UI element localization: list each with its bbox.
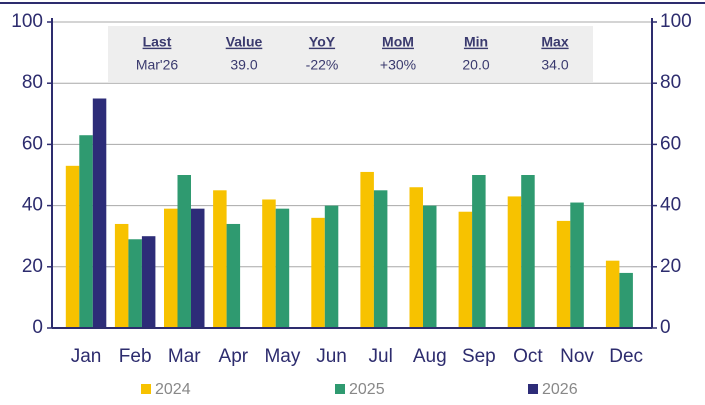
bar [65,165,80,328]
summary-header: Value [226,34,263,50]
bar [458,211,473,328]
bar [521,175,535,328]
bar [619,272,633,328]
bar [164,208,178,328]
bar [423,205,437,328]
summary-box [108,26,593,82]
bar [226,223,241,328]
summary-value: 20.0 [462,57,489,73]
y-tick-label: 60 [22,133,43,154]
summary-header: Max [541,34,568,50]
bar [570,202,584,328]
y2-tick-label: 80 [660,72,681,93]
x-tick-label: Jan [71,346,102,367]
bar [507,196,522,328]
summary-header: MoM [382,34,414,50]
bar [114,223,129,328]
x-tick-label: Dec [609,346,643,367]
legend-swatch [141,384,151,394]
bar [141,236,156,328]
x-tick-label: Mar [168,346,201,367]
summary-value: 34.0 [541,57,568,73]
x-tick-label: Sep [462,346,496,367]
bar [79,135,93,328]
bar [373,190,388,328]
x-tick-label: Apr [219,346,249,367]
legend-label: 2025 [349,381,385,398]
bar [128,239,142,328]
y2-tick-label: 60 [660,133,681,154]
bar [472,175,486,328]
legend-label: 2026 [542,381,578,398]
x-tick-label: Feb [119,346,152,367]
x-tick-label: Jul [369,346,393,367]
y-tick-label: 40 [22,195,43,216]
y2-tick-label: 20 [660,256,681,277]
bar [324,205,339,328]
y2-tick-label: 0 [660,317,671,338]
bar [92,98,107,328]
summary-header: YoY [309,34,336,50]
bar [213,190,227,328]
bar [360,171,374,328]
y-tick-label: 80 [22,72,43,93]
y-tick-label: 100 [11,11,43,32]
x-tick-label: Oct [513,346,543,367]
bar [177,175,191,328]
bar [275,208,290,328]
y2-tick-label: 100 [660,11,692,32]
bar [262,199,276,328]
summary-value: +30% [380,57,416,73]
summary-value: Mar'26 [136,57,179,73]
legend-label: 2024 [155,381,191,398]
bar [605,260,620,328]
summary-header: Min [464,34,488,50]
y-tick-label: 20 [22,256,43,277]
y-tick-label: 0 [32,317,43,338]
summary-header: Last [143,34,172,50]
summary-value: 39.0 [230,57,257,73]
x-tick-label: May [264,346,300,367]
bar [409,187,423,328]
bar [311,217,325,328]
legend-swatch [528,384,538,394]
x-tick-label: Jun [316,346,347,367]
bar [556,220,571,328]
summary-value: -22% [306,57,339,73]
x-tick-label: Nov [560,346,594,367]
y2-tick-label: 40 [660,195,681,216]
x-tick-label: Aug [413,346,447,367]
bar [191,208,205,328]
legend-swatch [335,384,345,394]
